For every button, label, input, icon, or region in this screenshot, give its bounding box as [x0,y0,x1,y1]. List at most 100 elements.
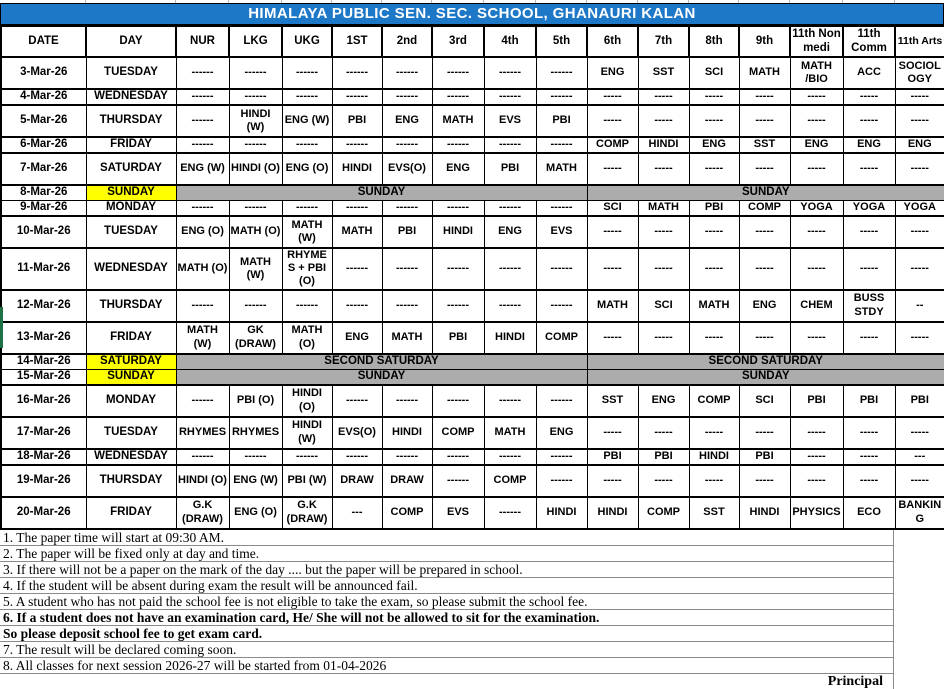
subject-cell: ----- [688,215,740,249]
column-header: NUR [175,25,230,58]
column-header: 8th [688,25,740,58]
subject-cell: CHEM [789,288,844,323]
subject-cell: COMP [738,200,791,217]
column-header: 1ST [331,25,383,58]
subject-cell: COMP [535,320,588,355]
day-cell: FRIDAY [85,320,177,355]
holiday-band: SECOND SATURDAY [586,353,944,370]
subject-cell: ----- [894,415,944,450]
subject-cell: ENG [535,415,588,450]
subject-cell: ----- [586,215,639,249]
subject-cell: ------ [331,288,383,323]
column-header: LKG [228,25,283,58]
date-cell: 8-Mar-26 [0,184,87,201]
subject-cell: ENG (W) [281,104,333,138]
subject-cell: ------ [483,288,537,323]
subject-cell: G.K (DRAW) [281,495,333,530]
subject-cell: HINDI [483,320,537,355]
subject-cell: MATH (W) [175,320,230,355]
subject-cell: ----- [586,88,639,106]
subject-cell: EVS [535,215,588,249]
subject-cell: COMP [483,463,537,498]
subject-cell: ----- [842,247,896,291]
subject-cell: EVS [483,104,537,138]
subject-cell: ----- [637,415,690,450]
subject-cell: ------ [281,88,333,106]
gridline-tick [637,0,638,3]
subject-cell: ENG [586,56,639,90]
subject-cell: ------ [381,448,433,466]
note-line: 5. A student who has not paid the school… [0,594,893,610]
gridline-tick [738,0,739,3]
column-header: DATE [0,25,87,58]
subject-cell: ----- [789,247,844,291]
subject-cell: ENG [483,215,537,249]
subject-cell: ------ [483,200,537,217]
subject-cell: ----- [586,104,639,138]
subject-cell: ------ [535,88,588,106]
day-cell: SATURDAY [85,353,177,370]
subject-cell: ENG [894,136,944,154]
subject-cell: SCI [586,200,639,217]
date-cell: 14-Mar-26 [0,353,87,370]
table-row: 9-Mar-26 MONDAY ------ ------ ------ ------ --… [0,200,944,217]
day-cell: SUNDAY [85,184,177,201]
table-row: 15-Mar-26 SUNDAY SUNDAY SUNDAY [0,368,944,386]
table-row: 5-Mar-26 THURSDAY ------ HINDI (W) ENG (W) PB… [0,104,944,138]
gridline-tick [281,0,282,3]
subject-cell: PBI [738,448,791,466]
date-cell: 10-Mar-26 [0,215,87,249]
column-header: 3rd [431,25,485,58]
subject-cell: YOGA [789,200,844,217]
subject-cell: ------ [281,448,333,466]
subject-cell: MATH [331,215,383,249]
subject-cell: ------ [483,495,537,530]
subject-cell: MATH [738,56,791,90]
subject-cell: ----- [789,215,844,249]
subject-cell: PBI [483,152,537,186]
subject-cell: COMP [586,136,639,154]
day-cell: MONDAY [85,200,177,217]
day-cell: THURSDAY [85,463,177,498]
subject-cell: ------ [535,463,588,498]
subject-cell: ----- [738,463,791,498]
subject-cell: HINDI [381,415,433,450]
subject-cell: ------ [381,88,433,106]
subject-cell: ----- [789,152,844,186]
subject-cell: ENG [789,136,844,154]
date-cell: 15-Mar-26 [0,368,87,386]
subject-cell: ----- [789,320,844,355]
subject-cell: ----- [789,463,844,498]
subject-cell: ----- [688,88,740,106]
subject-cell: RHYMES [175,415,230,450]
subject-cell: DRAW [381,463,433,498]
subject-cell: ------ [431,88,485,106]
column-header: 6th [586,25,639,58]
subject-cell: RHYMES + PBI (O) [281,247,333,291]
subject-cell: PBI [381,215,433,249]
subject-cell: SCI [688,56,740,90]
subject-cell: ------ [331,448,383,466]
subject-cell: ----- [637,104,690,138]
day-cell: SUNDAY [85,368,177,386]
subject-cell: ----- [738,152,791,186]
gridline-ticks-top [0,0,944,3]
subject-cell: MATH [483,415,537,450]
subject-cell: ----- [688,415,740,450]
note-line: 7. The result will be declared coming so… [0,642,893,658]
table-row: 11-Mar-26 WEDNESDAY MATH (O) MATH (W) RHYMES… [0,247,944,291]
subject-cell: PBI [535,104,588,138]
subject-cell: ----- [586,463,639,498]
subject-cell: ------ [535,136,588,154]
column-header: 11th Comm [842,25,896,58]
subject-cell: ----- [842,88,896,106]
subject-cell: HINDI (W) [228,104,283,138]
subject-cell: ----- [894,320,944,355]
subject-cell: SOCIOLOGY [894,56,944,90]
day-cell: WEDNESDAY [85,247,177,291]
note-line: 3. If there will not be a paper on the m… [0,562,893,578]
subject-cell: ------ [331,200,383,217]
subject-cell: ----- [894,152,944,186]
day-cell: FRIDAY [85,136,177,154]
table-row: 14-Mar-26 SATURDAY SECOND SATURDAY SECOND S… [0,353,944,370]
